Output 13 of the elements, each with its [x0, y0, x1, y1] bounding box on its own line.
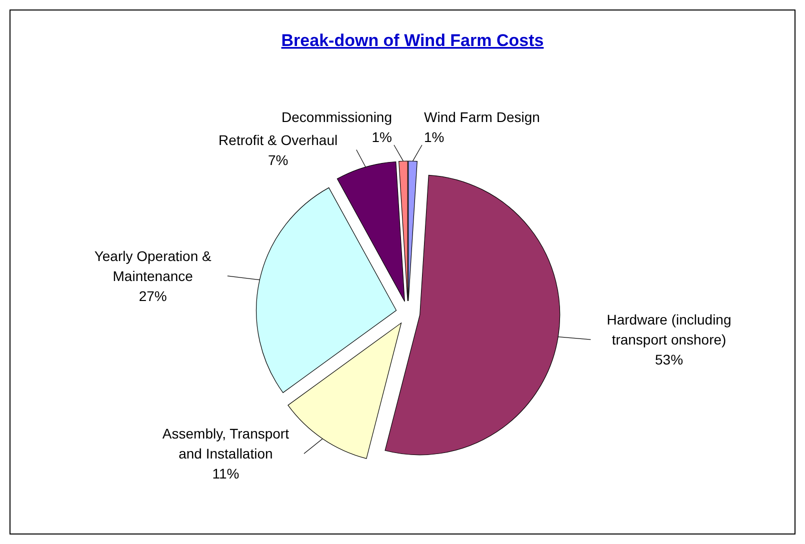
data-label: 1%	[424, 129, 444, 145]
data-label: 27%	[138, 288, 167, 304]
data-label: 11%	[212, 466, 240, 482]
legend-label: Hardware (including transport onshore)	[606, 312, 732, 348]
data-label: 1%	[372, 129, 392, 145]
data-label: 7%	[268, 152, 288, 168]
slice-label: Assembly, Transport and Installation	[162, 426, 290, 462]
slice-label: Decommissioning	[282, 109, 392, 125]
slice-label: Retrofit & Overhaul	[218, 132, 338, 148]
data-label: 53%	[655, 352, 684, 368]
slice-label: Wind Farm Design	[424, 109, 540, 125]
slice-label: Yearly Operation & Maintenance	[94, 248, 212, 284]
chart-title: Break-down of Wind Farm Costs	[281, 31, 544, 50]
